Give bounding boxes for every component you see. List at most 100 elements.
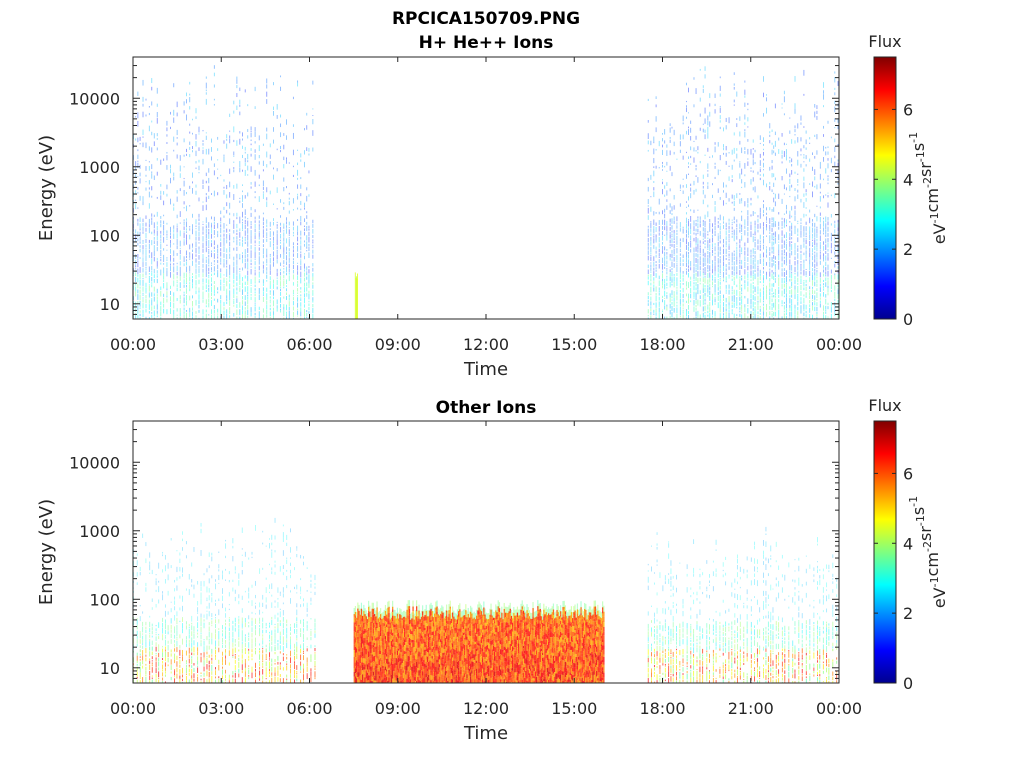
heatmap-cell — [778, 277, 780, 282]
heatmap-cell — [736, 275, 738, 279]
heatmap-cell — [774, 256, 776, 260]
x-tick-label: 09:00 — [375, 335, 421, 354]
heatmap-cell — [650, 256, 652, 261]
heatmap-cell — [151, 276, 153, 282]
heatmap-cell — [702, 262, 704, 267]
heatmap-cell — [803, 202, 805, 208]
heatmap-cell — [274, 600, 276, 603]
heatmap-cell — [182, 628, 183, 634]
heatmap-cell — [695, 304, 697, 307]
heatmap-cell — [688, 126, 689, 129]
heatmap-cell — [198, 292, 200, 294]
heatmap-cell — [211, 638, 213, 645]
heatmap-cell — [658, 220, 660, 225]
heatmap-cell — [174, 678, 176, 683]
heatmap-cell — [142, 255, 144, 257]
heatmap-cell — [673, 276, 675, 282]
heatmap-cell — [211, 228, 212, 234]
heatmap-cell — [183, 297, 185, 304]
heatmap-cell — [222, 570, 223, 574]
heatmap-cell — [825, 168, 827, 174]
heatmap-cell — [673, 195, 675, 200]
heatmap-cell — [709, 245, 711, 251]
heatmap-cell — [695, 276, 697, 281]
heatmap-cell — [303, 293, 305, 298]
heatmap-cell — [834, 285, 836, 291]
heatmap-cell — [188, 623, 190, 627]
heatmap-cell — [195, 116, 197, 119]
heatmap-cell — [310, 658, 312, 662]
heatmap-cell — [254, 169, 256, 176]
heatmap-cell — [695, 232, 697, 236]
heatmap-cell — [679, 272, 681, 274]
heatmap-cell — [759, 281, 761, 283]
heatmap-cell — [774, 295, 776, 298]
heatmap-cell — [247, 281, 249, 285]
heatmap-cell — [174, 600, 176, 605]
heatmap-cell — [153, 240, 155, 242]
heatmap-cell — [816, 270, 818, 273]
heatmap-cell — [673, 233, 675, 239]
heatmap-cell — [739, 244, 741, 249]
heatmap-cell — [789, 252, 791, 259]
heatmap-cell — [192, 283, 193, 286]
heatmap-cell — [148, 285, 150, 292]
heatmap-cell — [223, 316, 225, 319]
heatmap-cell — [699, 247, 701, 254]
heatmap-cell — [728, 302, 730, 306]
heatmap-cell — [690, 249, 692, 253]
heatmap-cell — [254, 315, 256, 319]
heatmap-cell — [220, 262, 222, 265]
heatmap-cell — [671, 218, 673, 224]
heatmap-cell — [358, 604, 360, 613]
heatmap-cell — [830, 242, 832, 249]
heatmap-cell — [771, 241, 773, 247]
heatmap-cell — [142, 660, 144, 665]
heatmap-cell — [156, 158, 158, 161]
heatmap-cell — [173, 257, 175, 262]
heatmap-cell — [136, 679, 138, 683]
heatmap-cell — [149, 651, 151, 657]
heatmap-cell — [213, 84, 215, 88]
heatmap-cell — [191, 631, 193, 637]
heatmap-cell — [192, 249, 193, 252]
heatmap-cell — [229, 130, 231, 132]
heatmap-cell — [688, 162, 689, 165]
heatmap-cell — [149, 572, 151, 574]
heatmap-cell — [233, 273, 235, 279]
heatmap-cell — [699, 243, 701, 245]
heatmap-cell — [728, 222, 730, 225]
heatmap-cell — [155, 603, 157, 608]
heatmap-cell — [797, 228, 799, 233]
heatmap-cell — [714, 201, 716, 205]
heatmap-cell — [153, 175, 155, 181]
heatmap-cell — [682, 311, 684, 314]
heatmap-cell — [358, 618, 360, 625]
heatmap-cell — [747, 298, 749, 304]
heatmap-cell — [174, 643, 176, 648]
heatmap-cell — [306, 215, 308, 219]
heatmap-cell — [728, 176, 730, 181]
heatmap-cell — [650, 282, 652, 286]
heatmap-cell — [303, 308, 305, 314]
heatmap-cell — [310, 583, 312, 588]
heatmap-cell — [151, 314, 153, 318]
heatmap-cell — [198, 172, 200, 174]
heatmap-cell — [655, 116, 657, 122]
heatmap-cell — [812, 305, 813, 311]
heatmap-cell — [208, 611, 210, 617]
heatmap-cell — [292, 264, 294, 270]
heatmap-cell — [353, 625, 355, 632]
heatmap-cell — [823, 273, 825, 277]
heatmap-cell — [666, 231, 668, 236]
heatmap-cell — [155, 673, 157, 678]
heatmap-cell — [213, 289, 215, 294]
heatmap-cell — [136, 655, 138, 661]
heatmap-cell — [156, 103, 158, 107]
heatmap-cell — [192, 243, 193, 246]
heatmap-cell — [803, 69, 805, 76]
heatmap-cell — [198, 133, 200, 135]
heatmap-cell — [666, 249, 668, 251]
heatmap-cell — [359, 633, 361, 639]
heatmap-cell — [719, 275, 721, 278]
